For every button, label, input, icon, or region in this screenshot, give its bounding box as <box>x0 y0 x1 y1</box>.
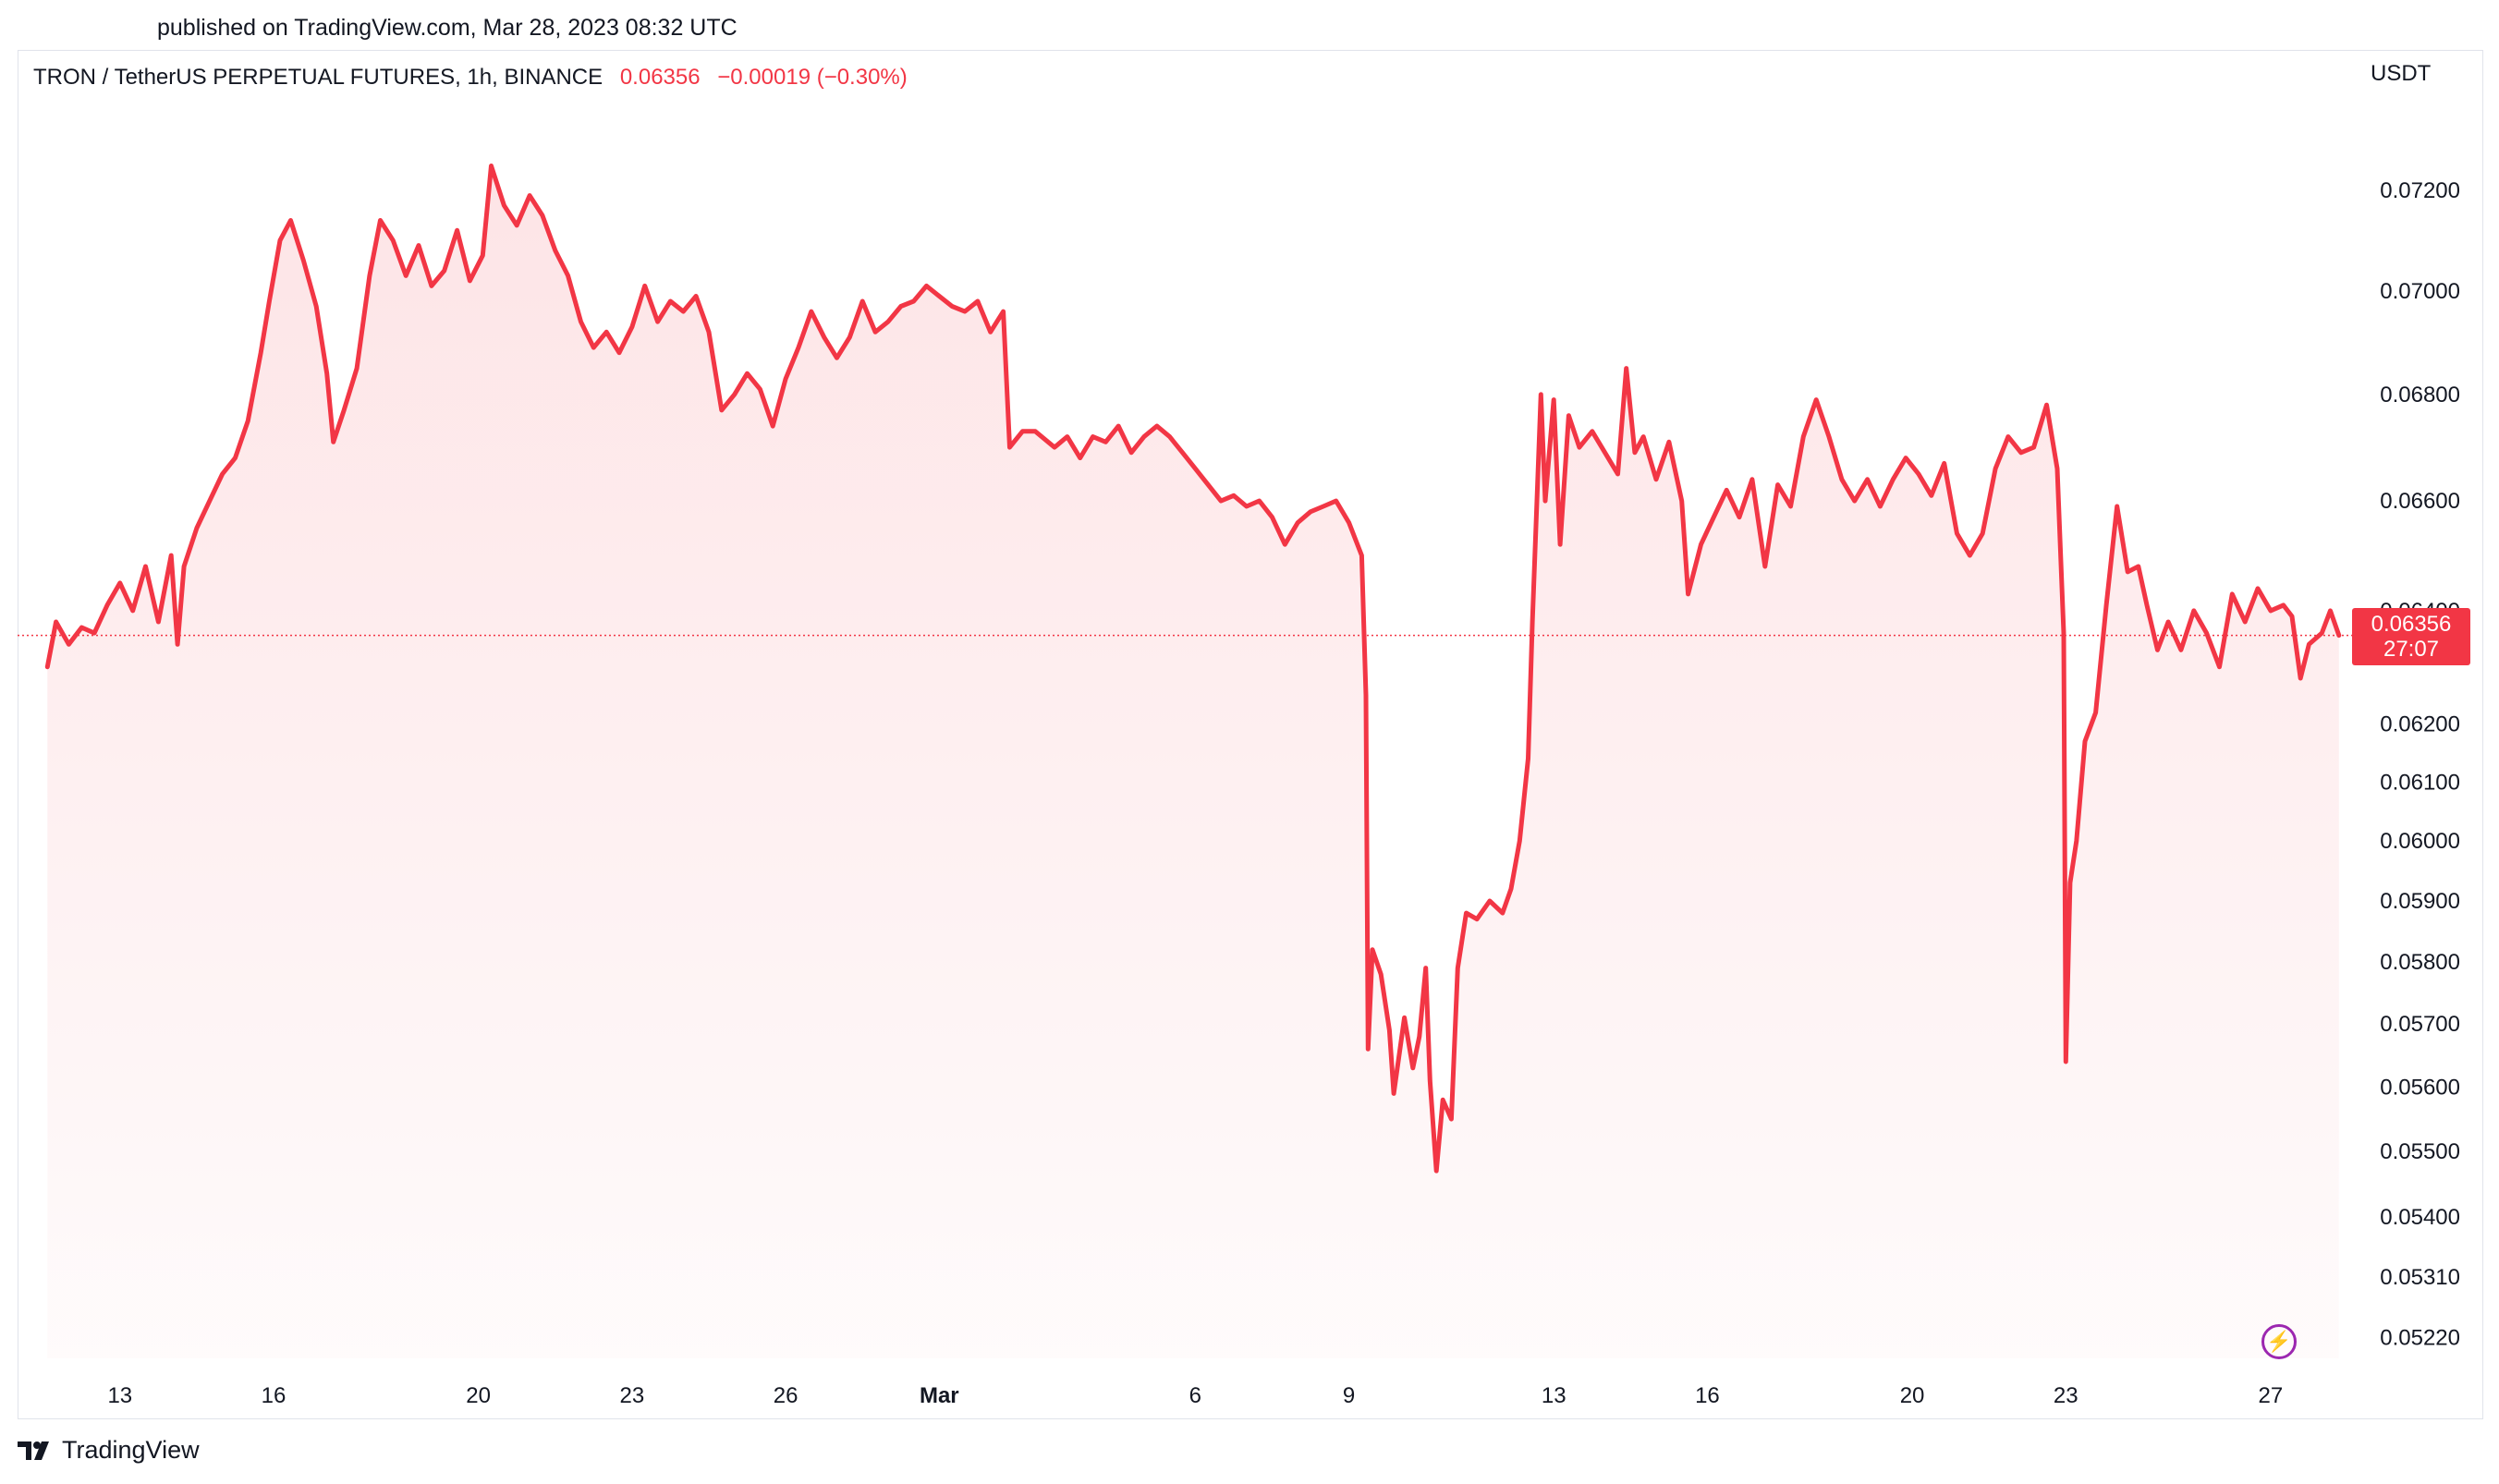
price-area-fill <box>47 165 2339 1358</box>
price-tag-value: 0.06356 <box>2371 611 2452 637</box>
published-note: published on TradingView.com, Mar 28, 20… <box>157 15 738 41</box>
price-change: −0.00019 (−0.30%) <box>717 65 908 90</box>
y-axis-tick: 0.05500 <box>2380 1139 2460 1164</box>
x-axis-tick: 16 <box>262 1383 286 1408</box>
y-axis-tick: 0.06200 <box>2380 712 2460 737</box>
x-axis-tick: 27 <box>2259 1383 2284 1408</box>
x-axis-tick: 20 <box>1900 1383 1925 1408</box>
currency-label[interactable]: USDT <box>2371 61 2432 86</box>
x-axis-tick: 13 <box>107 1383 132 1408</box>
y-axis-tick: 0.05600 <box>2380 1075 2460 1100</box>
tradingview-logo-icon <box>18 1441 49 1460</box>
brand-footer[interactable]: TradingView <box>18 1436 200 1465</box>
y-axis-tick: 0.05800 <box>2380 950 2460 975</box>
y-axis-tick: 0.05310 <box>2380 1265 2460 1290</box>
x-axis-tick: 13 <box>1542 1383 1566 1408</box>
x-axis-tick: 20 <box>466 1383 491 1408</box>
y-axis-tick: 0.06100 <box>2380 770 2460 795</box>
x-axis-tick: 16 <box>1695 1383 1720 1408</box>
y-axis-tick: 0.06600 <box>2380 489 2460 514</box>
symbol-title: TRON / TetherUS PERPETUAL FUTURES, 1h, B… <box>33 65 603 90</box>
brand-name: TradingView <box>62 1436 200 1464</box>
y-axis-tick: 0.05700 <box>2380 1012 2460 1037</box>
y-axis-tick: 0.05900 <box>2380 889 2460 914</box>
x-axis-tick: 9 <box>1343 1383 1355 1408</box>
x-axis-tick: 23 <box>620 1383 645 1408</box>
y-axis-tick: 0.06000 <box>2380 829 2460 854</box>
price-series-line <box>44 164 2342 1174</box>
x-axis-tick: 26 <box>774 1383 798 1408</box>
price-tag-countdown: 27:07 <box>2383 636 2440 662</box>
x-axis-tick: Mar <box>920 1383 959 1408</box>
y-axis-tick: 0.05220 <box>2380 1326 2460 1351</box>
lightning-icon[interactable]: ⚡ <box>2261 1324 2297 1359</box>
x-axis-tick: 23 <box>2054 1383 2078 1408</box>
last-price: 0.06356 <box>619 65 701 90</box>
y-axis-tick: 0.07200 <box>2380 178 2460 203</box>
last-price-tag: 0.06356 27:07 <box>2352 607 2470 665</box>
symbol-legend[interactable]: TRON / TetherUS PERPETUAL FUTURES, 1h, B… <box>33 65 908 91</box>
chart-pane[interactable] <box>18 50 2483 1419</box>
y-axis-tick: 0.06800 <box>2380 383 2460 407</box>
y-axis-tick: 0.05400 <box>2380 1205 2460 1230</box>
x-axis-tick: 6 <box>1189 1383 1201 1408</box>
y-axis-tick: 0.07000 <box>2380 279 2460 304</box>
